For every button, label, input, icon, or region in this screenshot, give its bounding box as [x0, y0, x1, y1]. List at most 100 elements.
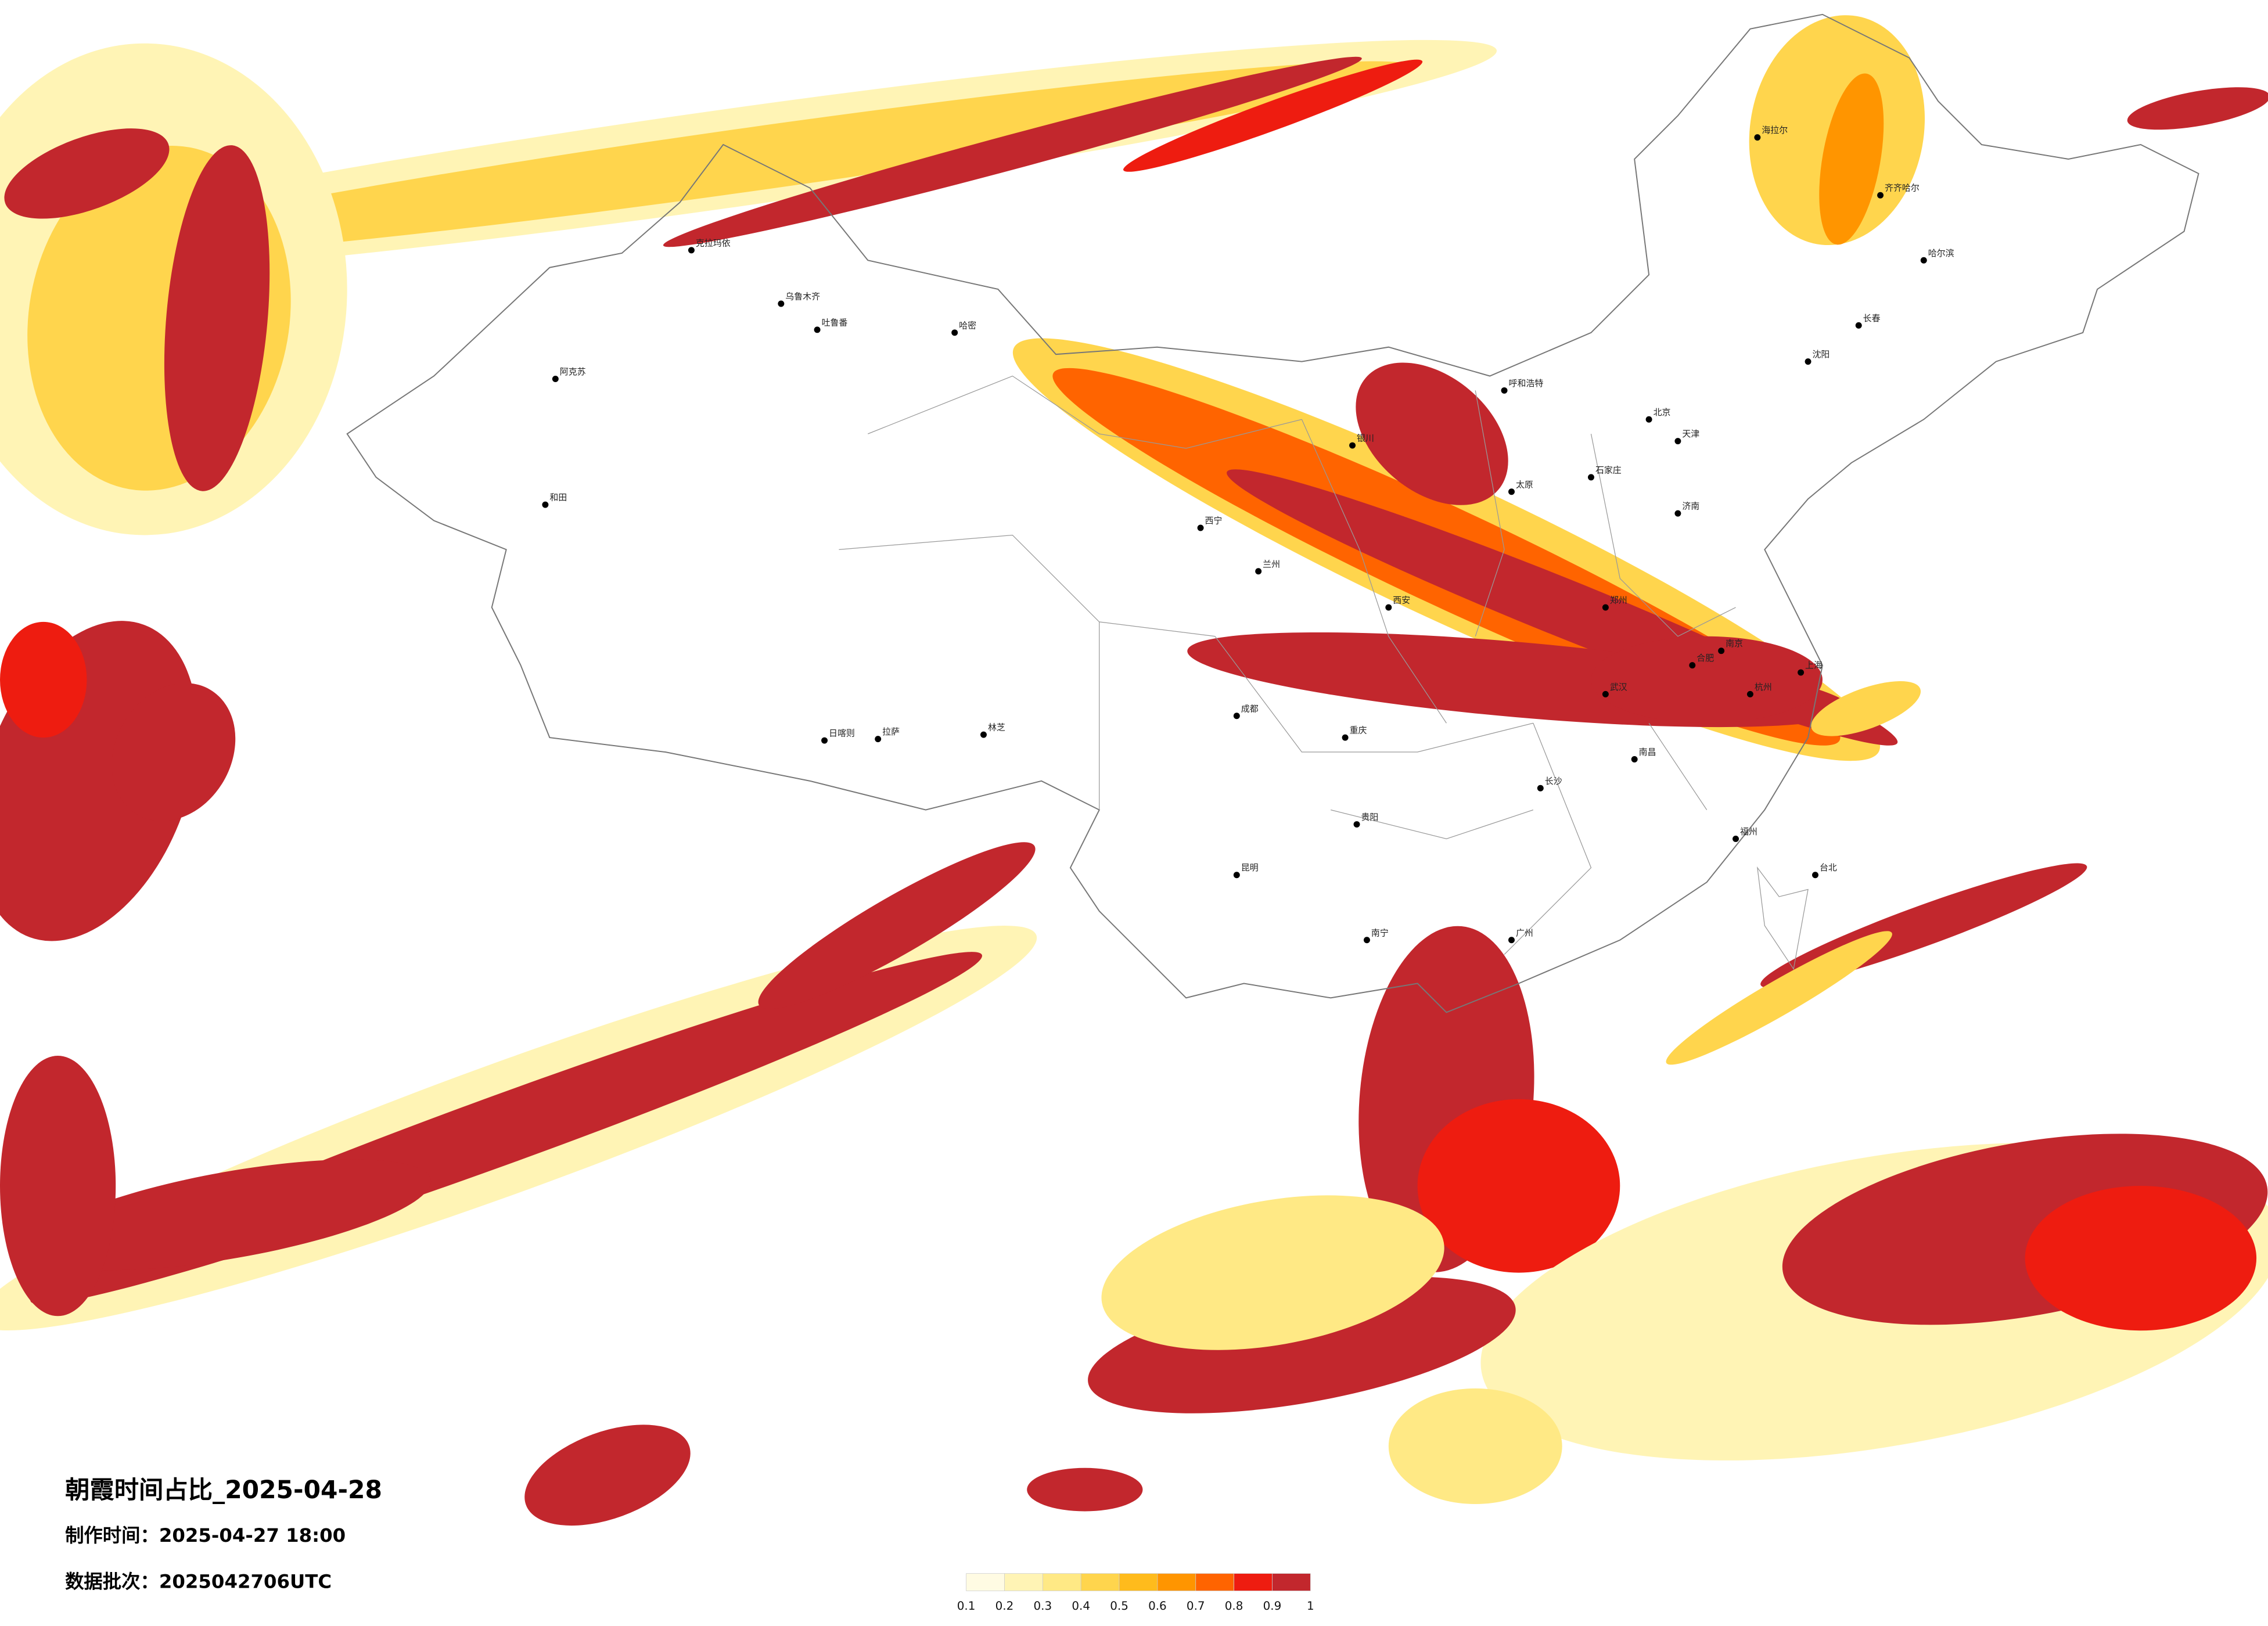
city-dot	[1197, 524, 1204, 531]
city-dot	[1746, 690, 1753, 697]
city-label: 海拉尔	[1762, 125, 1788, 135]
cloud-patch	[1027, 1467, 1143, 1512]
city-label: 合肥	[1696, 653, 1714, 663]
city-label: 太原	[1516, 479, 1533, 490]
legend-swatch	[1004, 1573, 1043, 1591]
legend-swatch	[966, 1573, 1005, 1591]
city-label: 台北	[1820, 862, 1837, 873]
cloud-patch	[4, 128, 170, 219]
city-dot	[1233, 713, 1240, 720]
city-dot	[980, 731, 987, 738]
city-label: 武汉	[1610, 682, 1627, 692]
city-label: 石家庄	[1595, 465, 1622, 475]
city-dot	[1508, 937, 1515, 944]
cloud-patch	[164, 145, 270, 491]
city-dot	[1537, 785, 1544, 792]
cloud-patch	[1591, 636, 1823, 724]
city-dot	[1349, 442, 1356, 449]
legend-swatch	[1080, 1573, 1120, 1591]
cloud-patch	[1388, 1388, 1562, 1505]
city-dot	[1805, 358, 1811, 365]
production-time: 制作时间：2025-04-27 18:00	[65, 1524, 346, 1546]
legend-tick: 0.5	[1110, 1599, 1128, 1613]
legend-tick: 0.4	[1072, 1599, 1090, 1613]
cloud-patch	[0, 621, 87, 738]
city-dot	[1674, 438, 1681, 445]
city-label: 福州	[1740, 826, 1757, 837]
city-dot	[1353, 821, 1360, 828]
legend-swatch	[1234, 1573, 1273, 1591]
city-label: 郑州	[1610, 595, 1627, 606]
data-batch: 数据批次：2025042706UTC	[65, 1570, 332, 1592]
city-label: 天津	[1682, 429, 1699, 439]
city-dot	[1501, 387, 1508, 394]
city-dot	[1689, 662, 1696, 669]
city-label: 齐齐哈尔	[1885, 183, 1920, 193]
legend-tick: 1	[1307, 1599, 1314, 1613]
city-label: 重庆	[1350, 725, 1367, 736]
city-label: 哈密	[959, 320, 976, 330]
cloud-patch	[1666, 931, 1892, 1065]
city-dot	[688, 247, 695, 254]
city-label: 沈阳	[1813, 349, 1830, 359]
city-label: 南昌	[1639, 747, 1656, 757]
legend-swatch	[1157, 1573, 1196, 1591]
city-dot	[1920, 257, 1927, 264]
city-dot	[552, 376, 559, 382]
city-label: 银川	[1357, 433, 1374, 444]
legend-swatch	[1195, 1573, 1234, 1591]
cloud-patch	[1811, 681, 1921, 736]
city-label: 昆明	[1241, 862, 1259, 873]
city-dot	[1602, 690, 1609, 697]
legend-tick: 0.1	[957, 1599, 976, 1613]
cloud-patch	[524, 1424, 691, 1526]
cloud-patch	[112, 683, 236, 821]
cloud-patch	[1819, 73, 1884, 245]
colorbar: 0.1 0.2 0.3 0.4 0.5 0.6 0.7 0.8 0.9 1	[957, 1573, 1314, 1613]
city-label: 西安	[1393, 595, 1410, 606]
city-dot	[1674, 510, 1681, 517]
city-label: 杭州	[1755, 682, 1772, 692]
cloud-patch	[2025, 1186, 2257, 1331]
city-label: 长沙	[1545, 776, 1562, 786]
city-dot	[1877, 192, 1884, 199]
city-dot	[1645, 416, 1652, 423]
cloud-patch	[0, 1056, 116, 1316]
city-label: 上海	[1805, 660, 1823, 671]
city-label: 日喀则	[829, 728, 855, 739]
city-label: 贵阳	[1361, 812, 1378, 822]
city-dot	[1733, 835, 1739, 842]
legend-tick: 0.3	[1033, 1599, 1052, 1613]
cloud-patch	[1356, 362, 1508, 505]
city-label: 呼和浩特	[1509, 378, 1544, 388]
cloud-patch	[758, 842, 1036, 1009]
city-dot	[1363, 937, 1370, 944]
city-dot	[1508, 488, 1515, 495]
city-label: 南京	[1726, 638, 1743, 649]
cloud-patch	[30, 952, 982, 1304]
city-label: 长春	[1863, 313, 1881, 323]
cloud-patch	[31, 1159, 432, 1271]
city-dot	[1233, 872, 1240, 879]
city-dot	[951, 329, 958, 336]
city-dot	[1631, 756, 1638, 762]
city-label: 阿克苏	[560, 366, 586, 377]
cloud-patch	[1123, 59, 1423, 172]
city-label: 吐鲁番	[822, 317, 848, 328]
city-dot	[875, 736, 882, 743]
legend-swatch	[1119, 1573, 1158, 1591]
legend-tick: 0.6	[1148, 1599, 1167, 1613]
cloud-patch	[663, 56, 1362, 247]
city-dot	[821, 737, 828, 744]
legend-tick: 0.2	[995, 1599, 1014, 1613]
cloud-patch	[1088, 1276, 1516, 1413]
legend-swatch	[1042, 1573, 1081, 1591]
city-dot	[1255, 568, 1262, 575]
province-borders	[839, 375, 1809, 970]
city-label: 西宁	[1205, 516, 1223, 526]
map-title: 朝霞时间占比_2025-04-28	[65, 1476, 382, 1504]
city-dot	[1812, 872, 1818, 879]
legend-tick: 0.8	[1225, 1599, 1243, 1613]
